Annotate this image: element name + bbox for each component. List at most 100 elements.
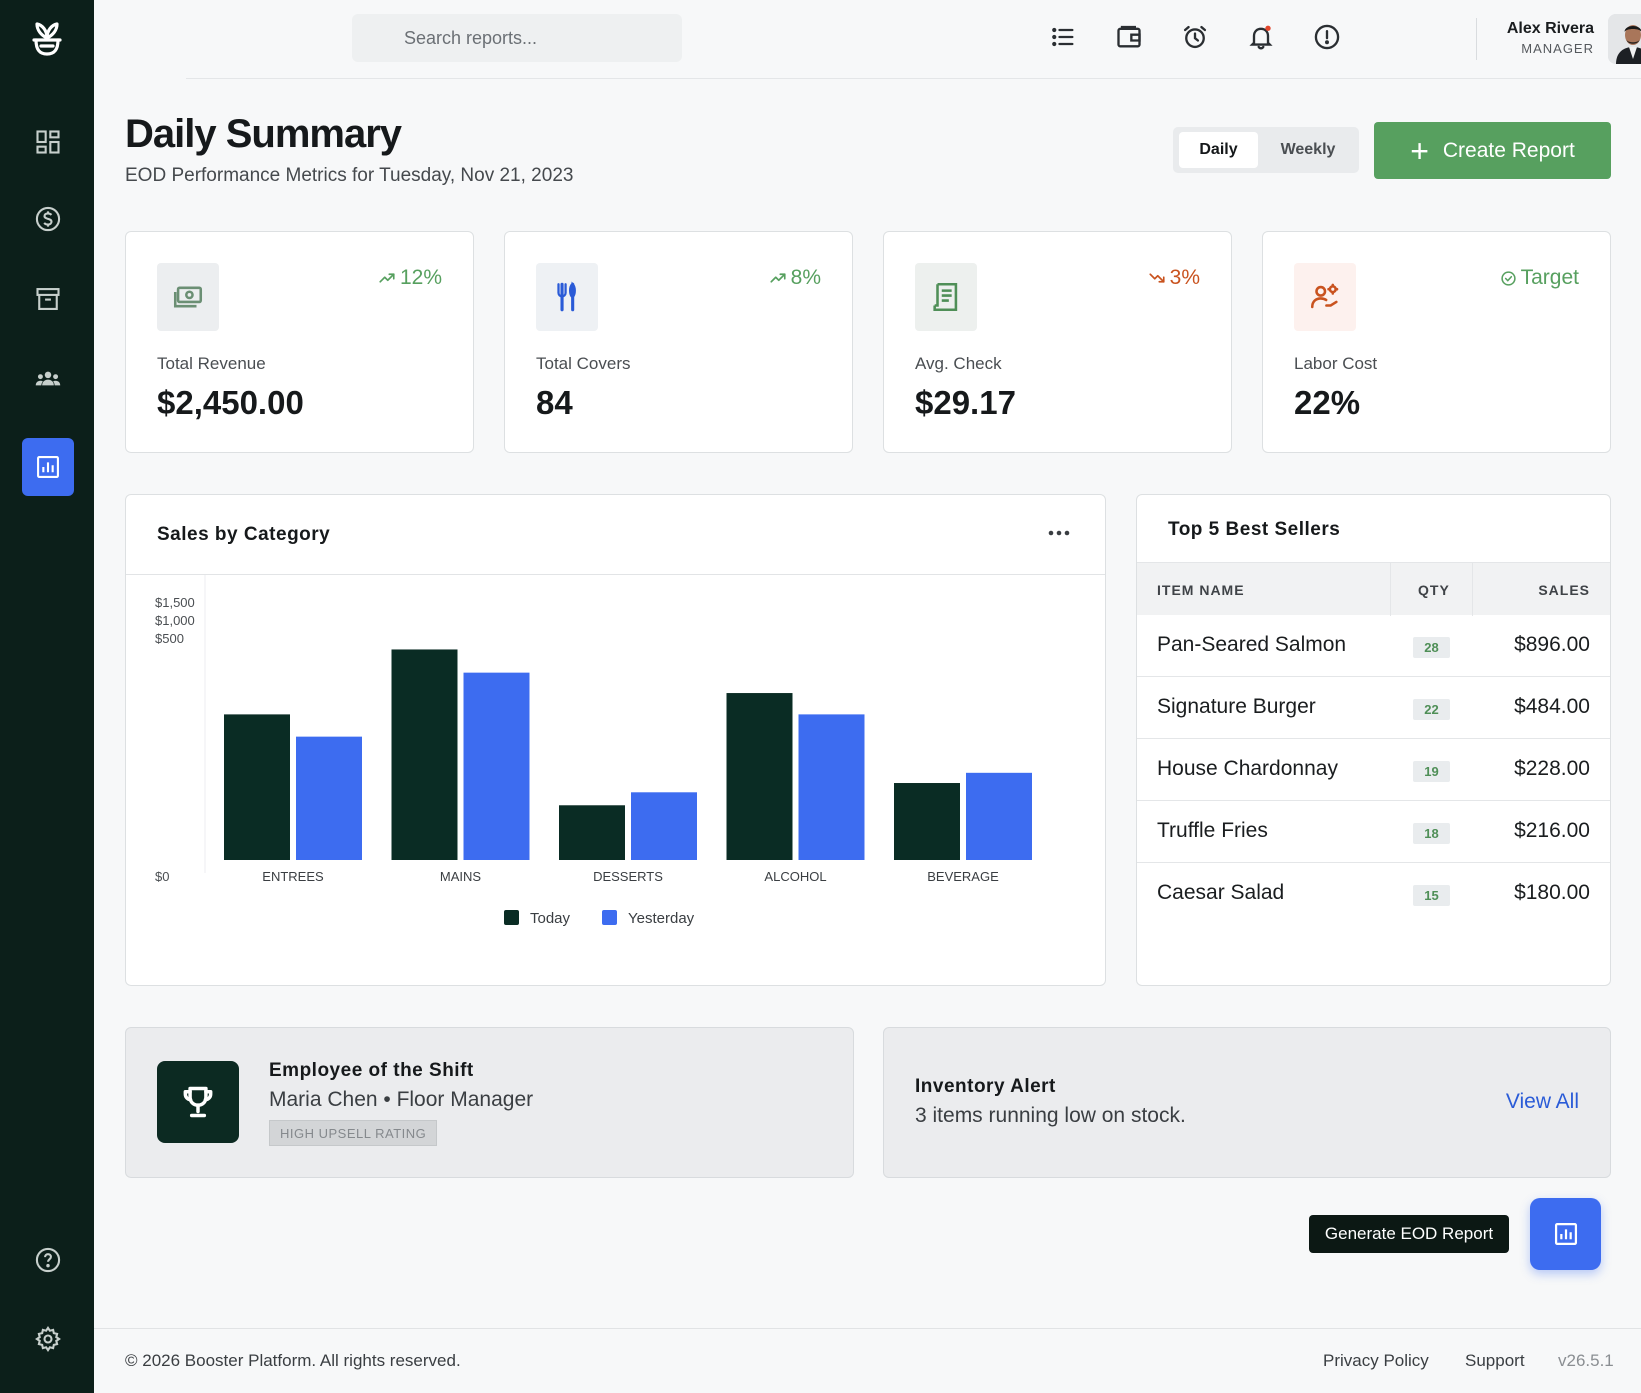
user-name: Alex Rivera: [1506, 20, 1594, 37]
employee-heading: Employee of the Shift: [269, 1060, 474, 1081]
create-report-label: Create Report: [1442, 138, 1575, 162]
bar-today-mains: [391, 649, 458, 860]
y-tick-label: $0: [155, 869, 169, 884]
archive-box-icon: [36, 288, 60, 310]
alert-circle-icon[interactable]: [1310, 20, 1344, 54]
bar-yesterday-entrees: [296, 736, 362, 860]
list-icon[interactable]: [1046, 20, 1080, 54]
item-name: Caesar Salad: [1157, 881, 1285, 904]
kpi-label: Avg. Check: [915, 354, 1002, 373]
toggle-daily[interactable]: Daily: [1179, 132, 1258, 168]
kpi-trend-value: 12%: [399, 266, 442, 289]
kpi-trend-value: 3%: [1169, 266, 1200, 289]
sidebar-item-help[interactable]: [22, 1231, 74, 1289]
item-name: Pan-Seared Salmon: [1157, 633, 1347, 656]
item-name: Truffle Fries: [1157, 819, 1268, 842]
inventory-alert-card: Inventory Alert 3 items running low on s…: [883, 1027, 1611, 1178]
bar-today-alcohol: [726, 693, 793, 860]
table-row[interactable]: Truffle Fries 18 $216.00: [1137, 801, 1610, 863]
plus-icon: +: [1410, 132, 1429, 169]
table-row[interactable]: Signature Burger 22 $484.00: [1137, 677, 1610, 739]
qty-badge: 15: [1413, 885, 1450, 906]
qty-badge: 28: [1413, 637, 1450, 658]
sidebar: [0, 0, 94, 1393]
item-sales: $216.00: [1514, 819, 1590, 842]
kpi-card-covers: 8% Total Covers 84: [504, 231, 853, 453]
period-toggle: Daily Weekly: [1173, 127, 1359, 173]
bar-yesterday-beverage: [966, 772, 1032, 860]
item-name: House Chardonnay: [1157, 757, 1338, 780]
support-link[interactable]: Support: [1465, 1351, 1525, 1370]
item-sales: $896.00: [1514, 633, 1590, 656]
sidebar-item-staff[interactable]: [22, 350, 74, 408]
view-all-link[interactable]: View All: [1505, 1090, 1579, 1113]
report-fab-button[interactable]: [1530, 1198, 1601, 1270]
bar-yesterday-alcohol: [798, 714, 865, 860]
item-name: Signature Burger: [1157, 695, 1316, 718]
kpi-label: Total Covers: [536, 354, 631, 373]
y-tick-label: $1,500: [155, 595, 195, 610]
x-tick-label: DESSERTS: [593, 869, 663, 884]
bar-today-beverage: [894, 783, 960, 860]
best-sellers-panel: Top 5 Best Sellers ITEM NAME QTY SALES P…: [1136, 494, 1611, 986]
table-row[interactable]: Pan-Seared Salmon 28 $896.00: [1137, 615, 1610, 677]
team-icon: [35, 371, 61, 386]
dollar-circle-icon: [35, 206, 61, 232]
sidebar-item-reports[interactable]: [22, 438, 74, 496]
kpi-trend-value: Target: [1520, 266, 1579, 289]
toolbar-divider: [1476, 18, 1477, 60]
qty-badge: 19: [1413, 761, 1450, 782]
sidebar-item-dashboard[interactable]: [22, 113, 74, 171]
brand-logo-icon[interactable]: [26, 18, 68, 60]
bar-chart-icon: [37, 456, 59, 478]
kpi-value: 84: [536, 384, 573, 421]
bar-today-desserts: [559, 805, 625, 860]
table-row[interactable]: Caesar Salad 15 $180.00: [1137, 863, 1610, 925]
sidebar-item-inventory[interactable]: [22, 270, 74, 328]
kpi-trend: 8%: [769, 266, 821, 290]
sidebar-item-settings[interactable]: [22, 1310, 74, 1368]
help-circle-icon: [35, 1247, 61, 1273]
wallet-icon[interactable]: [1112, 20, 1146, 54]
legend-swatch-yesterday: [602, 910, 617, 925]
kpi-value: $2,450.00: [157, 384, 304, 421]
trend-up-icon: [379, 273, 395, 283]
qty-badge: 22: [1413, 699, 1450, 720]
item-sales: $180.00: [1514, 881, 1590, 904]
table-row[interactable]: House Chardonnay 19 $228.00: [1137, 739, 1610, 801]
chart-title: Sales by Category: [157, 524, 331, 545]
version-label: v26.5.1: [1558, 1351, 1614, 1370]
dashboard-icon: [36, 130, 60, 154]
kpi-value: $29.17: [915, 384, 1016, 421]
kpi-trend-value: 8%: [790, 266, 821, 289]
report-chart-icon: [1554, 1222, 1577, 1246]
kpi-card-revenue: 12% Total Revenue $2,450.00: [125, 231, 474, 453]
legend-label: Yesterday: [628, 910, 695, 927]
privacy-policy-link[interactable]: Privacy Policy: [1323, 1351, 1429, 1370]
bar-yesterday-mains: [463, 672, 530, 860]
employee-of-shift-card: Employee of the Shift Maria Chen • Floor…: [125, 1027, 854, 1178]
create-report-button[interactable]: + Create Report: [1374, 122, 1611, 179]
notification-bell-icon[interactable]: [1244, 20, 1278, 54]
alarm-clock-icon[interactable]: [1178, 20, 1212, 54]
search-input[interactable]: Search reports...: [352, 14, 682, 62]
toggle-weekly[interactable]: Weekly: [1280, 141, 1336, 158]
column-qty: QTY: [1418, 582, 1450, 598]
generate-eod-report-button[interactable]: Generate EOD Report: [1309, 1215, 1509, 1253]
kpi-trend: 3%: [1148, 266, 1200, 290]
legend-label: Today: [530, 910, 571, 927]
kpi-card-labor: Target Labor Cost 22%: [1262, 231, 1611, 453]
kpi-label: Total Revenue: [157, 354, 266, 373]
top-bar: Search reports... Alex Rivera MANAGER: [94, 0, 1641, 80]
x-tick-label: ENTREES: [262, 869, 324, 884]
more-options-icon[interactable]: [1045, 519, 1073, 547]
sidebar-item-finance[interactable]: [22, 190, 74, 248]
x-tick-label: ALCOHOL: [764, 869, 826, 884]
avatar[interactable]: [1608, 14, 1641, 64]
sales-by-category-panel: Sales by Category $1,500 $1,000 $500 $0 ENTR…: [125, 494, 1106, 986]
y-tick-label: $500: [155, 631, 184, 646]
column-divider: [1472, 563, 1473, 616]
best-sellers-title: Top 5 Best Sellers: [1168, 519, 1341, 540]
y-tick-label: $1,000: [155, 613, 195, 628]
status-badge: HIGH UPSELL RATING: [269, 1120, 438, 1146]
